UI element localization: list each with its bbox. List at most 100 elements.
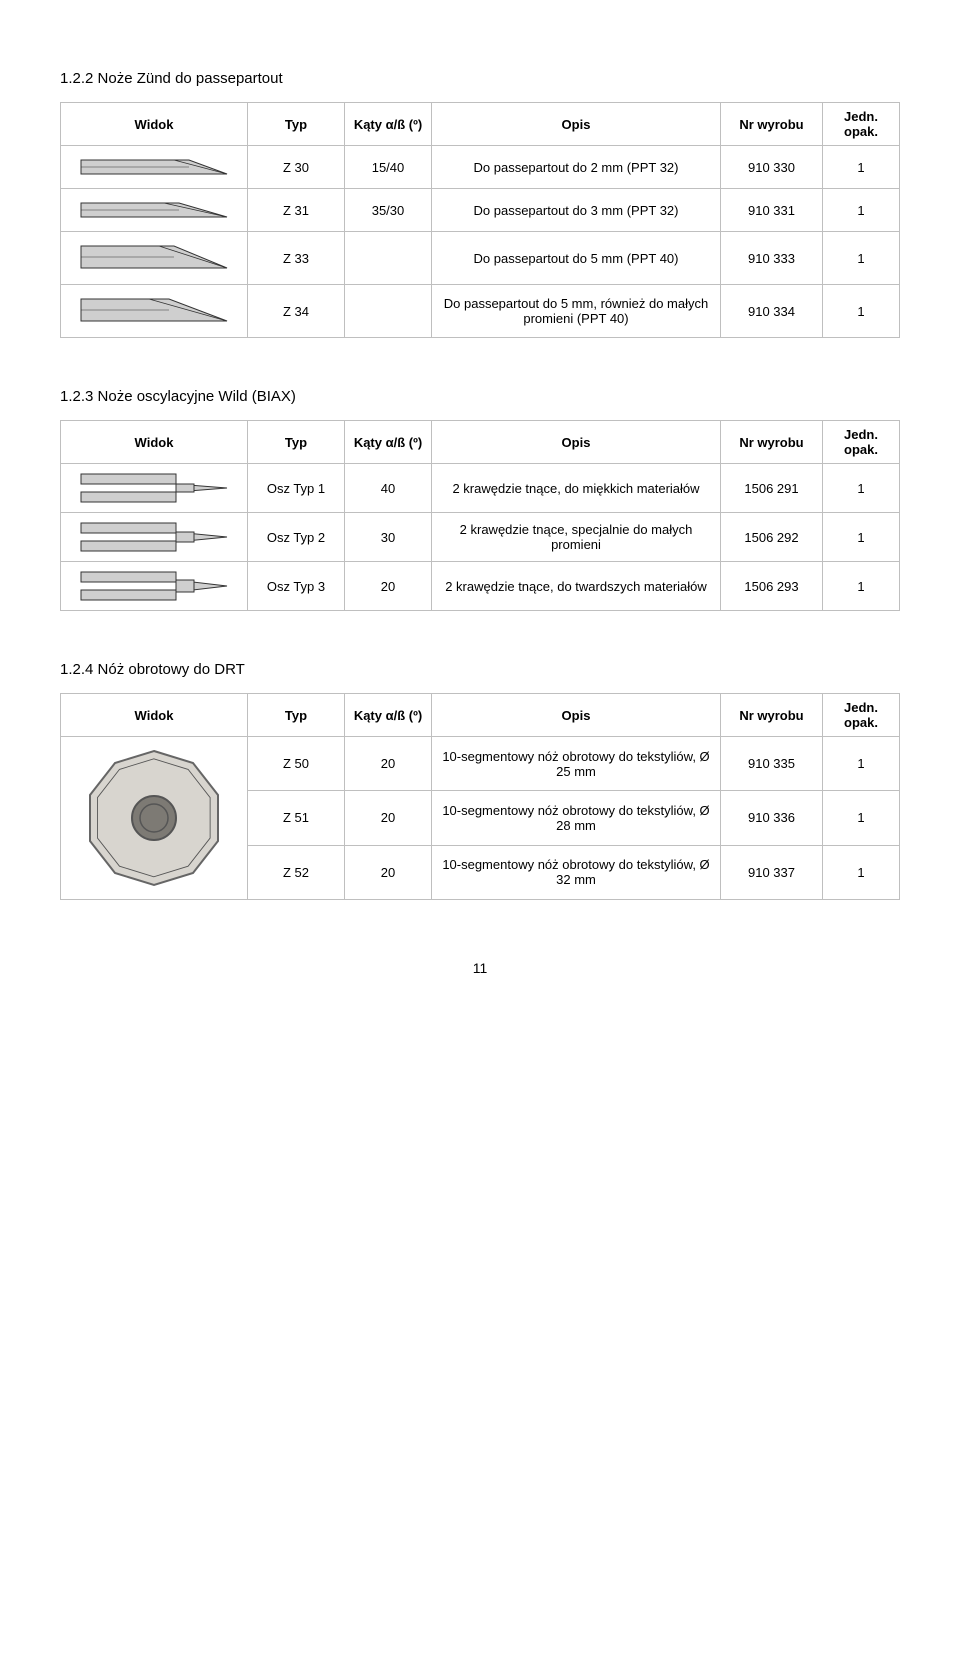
cell-opis: 2 krawędzie tnące, do miękkich materiałó… xyxy=(432,464,721,513)
th-widok: Widok xyxy=(61,694,248,737)
cell-katy xyxy=(345,232,432,285)
cell-opis: 2 krawędzie tnące, do twardszych materia… xyxy=(432,562,721,611)
th-katy: Kąty α/ß (º) xyxy=(345,103,432,146)
cell-typ: Osz Typ 2 xyxy=(248,513,345,562)
blade-icon xyxy=(79,238,229,278)
table-row: Z 31 35/30 Do passepartout do 3 mm (PPT … xyxy=(61,189,900,232)
cell-katy: 30 xyxy=(345,513,432,562)
cell-typ: Z 34 xyxy=(248,285,345,338)
cell-jedn: 1 xyxy=(823,189,900,232)
cell-jedn: 1 xyxy=(823,845,900,899)
table-row: Osz Typ 2 30 2 krawędzie tnące, specjaln… xyxy=(61,513,900,562)
table-biax: Widok Typ Kąty α/ß (º) Opis Nr wyrobu Je… xyxy=(60,420,900,611)
table-drt: Widok Typ Kąty α/ß (º) Opis Nr wyrobu Je… xyxy=(60,693,900,900)
th-typ: Typ xyxy=(248,103,345,146)
th-opis: Opis xyxy=(432,421,721,464)
cell-nr: 910 335 xyxy=(721,737,823,791)
cell-widok xyxy=(61,189,248,232)
cell-typ: Osz Typ 3 xyxy=(248,562,345,611)
cell-katy: 35/30 xyxy=(345,189,432,232)
th-katy: Kąty α/ß (º) xyxy=(345,694,432,737)
cell-widok xyxy=(61,464,248,513)
th-nr: Nr wyrobu xyxy=(721,103,823,146)
cell-jedn: 1 xyxy=(823,464,900,513)
cell-nr: 910 334 xyxy=(721,285,823,338)
cell-nr: 910 333 xyxy=(721,232,823,285)
table-row: Z 33 Do passepartout do 5 mm (PPT 40) 91… xyxy=(61,232,900,285)
th-typ: Typ xyxy=(248,694,345,737)
table-row: Osz Typ 3 20 2 krawędzie tnące, do tward… xyxy=(61,562,900,611)
section-heading-2: 1.2.3 Noże oscylacyjne Wild (BIAX) xyxy=(60,388,900,405)
page-number: 11 xyxy=(60,960,900,976)
cell-opis: 10-segmentowy nóż obrotowy do tekstyliów… xyxy=(432,845,721,899)
cell-typ: Z 33 xyxy=(248,232,345,285)
cell-jedn: 1 xyxy=(823,562,900,611)
cell-typ: Z 31 xyxy=(248,189,345,232)
cell-jedn: 1 xyxy=(823,146,900,189)
blade-icon xyxy=(79,291,229,331)
cell-widok xyxy=(61,285,248,338)
section-heading-3: 1.2.4 Nóż obrotowy do DRT xyxy=(60,661,900,678)
cell-opis: 10-segmentowy nóż obrotowy do tekstyliów… xyxy=(432,791,721,845)
cell-jedn: 1 xyxy=(823,285,900,338)
double-blade-icon xyxy=(79,470,229,506)
cell-widok xyxy=(61,562,248,611)
cell-jedn: 1 xyxy=(823,513,900,562)
cell-opis: 10-segmentowy nóż obrotowy do tekstyliów… xyxy=(432,737,721,791)
cell-nr: 910 330 xyxy=(721,146,823,189)
th-jedn: Jedn. opak. xyxy=(823,103,900,146)
cell-opis: 2 krawędzie tnące, specjalnie do małych … xyxy=(432,513,721,562)
cell-nr: 910 337 xyxy=(721,845,823,899)
cell-katy: 40 xyxy=(345,464,432,513)
cell-jedn: 1 xyxy=(823,232,900,285)
double-blade-icon xyxy=(79,519,229,555)
cell-widok xyxy=(61,737,248,900)
th-jedn: Jedn. opak. xyxy=(823,421,900,464)
cell-typ: Z 51 xyxy=(248,791,345,845)
th-typ: Typ xyxy=(248,421,345,464)
th-jedn: Jedn. opak. xyxy=(823,694,900,737)
table-row: Z 30 15/40 Do passepartout do 2 mm (PPT … xyxy=(61,146,900,189)
cell-opis: Do passepartout do 5 mm, również do mały… xyxy=(432,285,721,338)
cell-opis: Do passepartout do 3 mm (PPT 32) xyxy=(432,189,721,232)
table-row: Osz Typ 1 40 2 krawędzie tnące, do miękk… xyxy=(61,464,900,513)
cell-widok xyxy=(61,513,248,562)
cell-nr: 910 336 xyxy=(721,791,823,845)
th-widok: Widok xyxy=(61,421,248,464)
th-opis: Opis xyxy=(432,694,721,737)
table-header-row: Widok Typ Kąty α/ß (º) Opis Nr wyrobu Je… xyxy=(61,694,900,737)
cell-widok xyxy=(61,146,248,189)
blade-icon xyxy=(79,152,229,182)
cell-katy: 20 xyxy=(345,791,432,845)
section-heading-1: 1.2.2 Noże Zünd do passepartout xyxy=(60,70,900,87)
table-header-row: Widok Typ Kąty α/ß (º) Opis Nr wyrobu Je… xyxy=(61,421,900,464)
cell-nr: 1506 291 xyxy=(721,464,823,513)
th-opis: Opis xyxy=(432,103,721,146)
th-nr: Nr wyrobu xyxy=(721,421,823,464)
th-katy: Kąty α/ß (º) xyxy=(345,421,432,464)
blade-icon xyxy=(79,195,229,225)
th-nr: Nr wyrobu xyxy=(721,694,823,737)
cell-katy: 20 xyxy=(345,845,432,899)
cell-widok xyxy=(61,232,248,285)
cell-opis: Do passepartout do 5 mm (PPT 40) xyxy=(432,232,721,285)
cell-katy: 15/40 xyxy=(345,146,432,189)
cell-nr: 1506 292 xyxy=(721,513,823,562)
cell-opis: Do passepartout do 2 mm (PPT 32) xyxy=(432,146,721,189)
cell-typ: Osz Typ 1 xyxy=(248,464,345,513)
cell-katy: 20 xyxy=(345,562,432,611)
rotary-blade-icon xyxy=(79,743,229,893)
cell-nr: 910 331 xyxy=(721,189,823,232)
double-blade-icon xyxy=(79,568,229,604)
table-row: Z 50 20 10-segmentowy nóż obrotowy do te… xyxy=(61,737,900,791)
table-header-row: Widok Typ Kąty α/ß (º) Opis Nr wyrobu Je… xyxy=(61,103,900,146)
cell-jedn: 1 xyxy=(823,737,900,791)
cell-katy: 20 xyxy=(345,737,432,791)
cell-nr: 1506 293 xyxy=(721,562,823,611)
cell-typ: Z 30 xyxy=(248,146,345,189)
cell-katy xyxy=(345,285,432,338)
table-passepartout: Widok Typ Kąty α/ß (º) Opis Nr wyrobu Je… xyxy=(60,102,900,338)
cell-jedn: 1 xyxy=(823,791,900,845)
th-widok: Widok xyxy=(61,103,248,146)
cell-typ: Z 52 xyxy=(248,845,345,899)
